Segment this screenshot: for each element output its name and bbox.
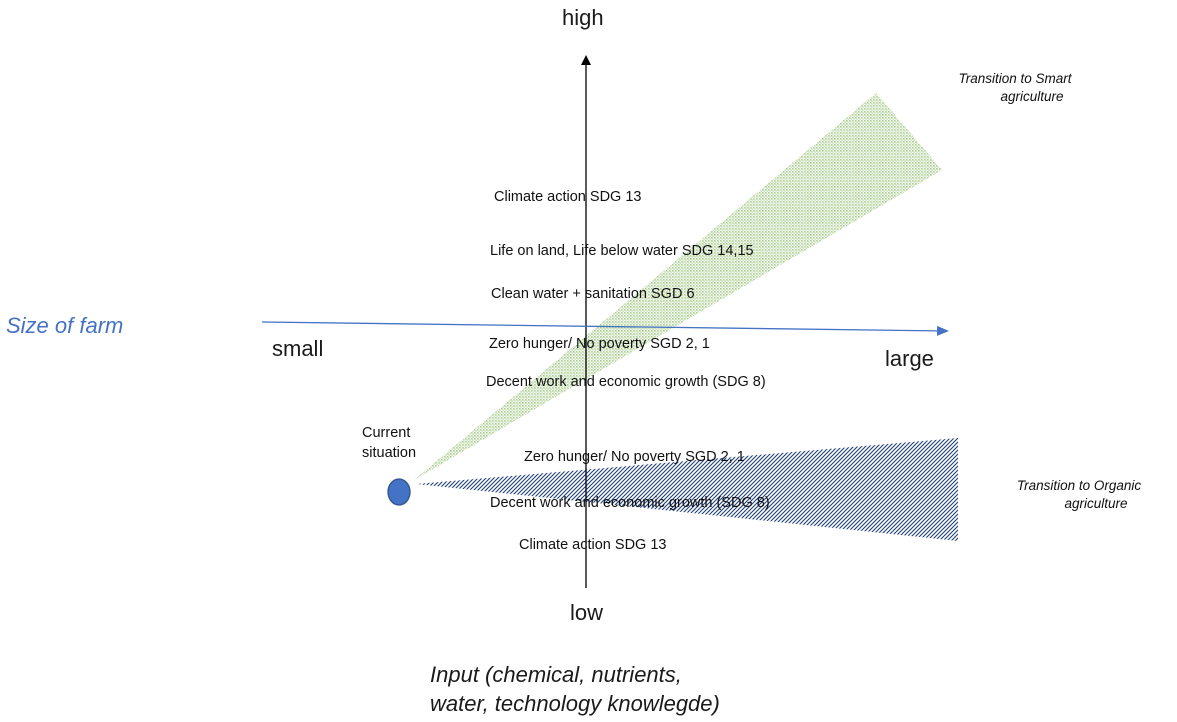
organic-sdg-decent-work: Decent work and economic growth (SDG 8) <box>490 495 770 511</box>
current-situation-label-line1: Current <box>362 425 411 441</box>
axis-label-low: low <box>570 600 604 625</box>
smart-sdg-clean-water: Clean water + sanitation SGD 6 <box>491 286 695 302</box>
axis-label-small: small <box>272 336 324 361</box>
current-situation-label-line2: situation <box>362 444 417 461</box>
vertical-axis-title-line1: Input (chemical, nutrients, <box>430 662 682 687</box>
smart-sdg-decent-work: Decent work and economic growth (SDG 8) <box>486 374 766 390</box>
axis-label-high: high <box>562 5 604 30</box>
organic-transition-label: Transition to Organic agriculture <box>994 477 1164 513</box>
vertical-axis-title: Input (chemical, nutrients, water, techn… <box>430 661 720 718</box>
organic-sdg-zero-hunger: Zero hunger/ No poverty SGD 2, 1 <box>524 449 745 465</box>
smart-sdg-zero-hunger: Zero hunger/ No poverty SGD 2, 1 <box>489 336 710 352</box>
smart-transition-label-line1: Transition to Smart <box>958 71 1072 86</box>
axis-label-large: large <box>885 346 934 371</box>
smart-transition-label: Transition to Smart agriculture <box>930 70 1100 106</box>
smart-sdg-climate-action: Climate action SDG 13 <box>494 189 642 205</box>
organic-sdg-climate-action: Climate action SDG 13 <box>519 537 667 553</box>
smart-sdg-life-on-land: Life on land, Life below water SDG 14,15 <box>490 243 754 259</box>
horizontal-farm-size-axis <box>261 321 949 336</box>
vertical-axis-title-line2: water, technology knowlegde) <box>430 690 720 716</box>
organic-transition-label-line2: agriculture <box>1064 496 1128 512</box>
current-situation-point <box>387 478 411 506</box>
organic-transition-wedge <box>416 438 958 541</box>
horizontal-axis-title: Size of farm <box>6 313 124 338</box>
current-situation-label: Current situation <box>362 424 442 463</box>
organic-transition-label-line1: Transition to Organic <box>1016 478 1142 493</box>
smart-transition-wedge <box>414 93 942 480</box>
smart-transition-label-line2: agriculture <box>1000 89 1064 105</box>
